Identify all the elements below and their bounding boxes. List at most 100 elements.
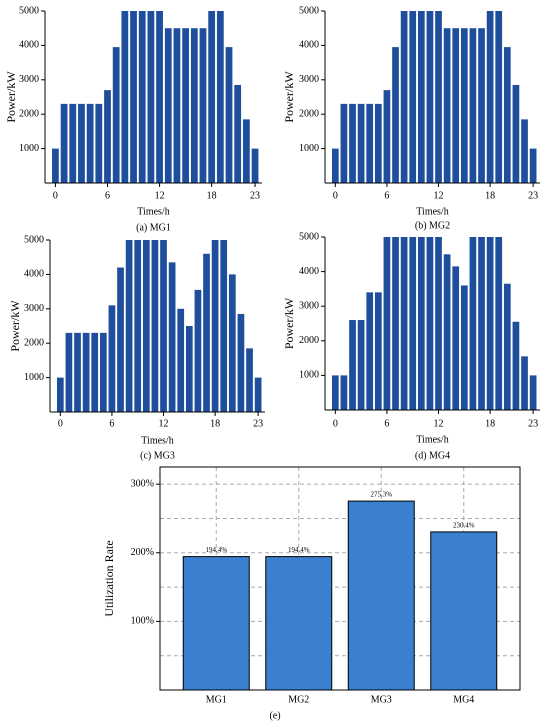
- y-axis-label: Power/kW: [8, 300, 22, 352]
- bar: [168, 262, 176, 412]
- bar: [78, 103, 85, 183]
- x-tick-label: 18: [207, 190, 217, 201]
- y-axis-label: Power/kW: [282, 297, 296, 349]
- y-axis-label: Power/kW: [4, 71, 18, 123]
- bar: [426, 237, 434, 410]
- bar: [392, 47, 399, 184]
- bar: [86, 103, 94, 183]
- x-tick-label: 0: [333, 418, 338, 429]
- bar: [151, 240, 159, 412]
- bar: [185, 326, 193, 412]
- value-label: 194.4%: [288, 546, 310, 554]
- y-tick-label: 5000: [299, 231, 319, 242]
- y-tick-label: 2000: [24, 337, 44, 348]
- bar: [194, 289, 202, 412]
- plot-frame: [159, 466, 521, 691]
- x-axis-label: Times/h: [137, 206, 169, 217]
- y-tick-label: 3000: [299, 300, 319, 311]
- bar: [82, 332, 90, 412]
- x-axis-label: Times/h: [416, 434, 448, 445]
- bar: [216, 11, 224, 183]
- x-tick-label: 6: [384, 190, 389, 201]
- bar: [478, 28, 485, 184]
- bar: [208, 11, 216, 183]
- bar: [469, 28, 477, 184]
- x-tick-label: MG3: [371, 694, 392, 705]
- bar: [409, 11, 417, 183]
- bar: [512, 321, 520, 410]
- bar: [392, 237, 399, 410]
- x-tick-label: MG4: [453, 694, 474, 705]
- bar: [409, 237, 417, 410]
- y-tick-label: 3000: [24, 303, 44, 314]
- caption: (e): [269, 710, 280, 721]
- bar: [108, 305, 116, 412]
- bar: [435, 237, 442, 410]
- bar: [426, 11, 434, 183]
- x-axis-label: Times/h: [416, 206, 448, 217]
- bar: [331, 148, 339, 183]
- bar: [138, 11, 146, 183]
- bar: [142, 240, 150, 412]
- bar: [357, 103, 365, 183]
- bar: [164, 28, 172, 184]
- y-tick-label: 4000: [299, 40, 319, 51]
- bar: [99, 332, 107, 412]
- bar: [478, 237, 485, 410]
- bar: [460, 28, 468, 184]
- bar: [228, 274, 236, 412]
- bar: [104, 90, 111, 183]
- value-label: 275.3%: [370, 491, 392, 499]
- bar: [160, 240, 167, 412]
- bar: [91, 332, 99, 412]
- value-label: 194.4%: [205, 546, 227, 554]
- x-tick-label: 6: [384, 418, 389, 429]
- x-tick-label: 23: [250, 190, 260, 201]
- x-tick-label: 6: [105, 190, 110, 201]
- y-tick-label: 5000: [19, 5, 39, 16]
- bar: [495, 237, 503, 410]
- bar: [117, 267, 124, 412]
- y-tick-label: 300%: [131, 478, 154, 489]
- bar: [347, 500, 415, 691]
- bar: [417, 11, 425, 183]
- bar: [383, 237, 391, 410]
- bar: [503, 283, 511, 410]
- bar: [234, 84, 242, 183]
- bar: [366, 292, 374, 410]
- x-tick-label: 12: [155, 190, 165, 201]
- bar: [366, 103, 374, 183]
- x-tick-label: 23: [253, 418, 263, 429]
- x-tick-label: 0: [58, 418, 63, 429]
- y-tick-label: 4000: [24, 269, 44, 280]
- x-tick-label: 0: [333, 190, 338, 201]
- bar: [203, 253, 210, 412]
- y-tick-label: 2000: [299, 335, 319, 346]
- x-tick-label: 6: [109, 418, 114, 429]
- bar: [173, 28, 181, 184]
- bar: [177, 308, 185, 412]
- bar: [374, 103, 382, 183]
- bar: [237, 313, 245, 412]
- x-tick-label: MG1: [206, 694, 227, 705]
- bar: [69, 103, 77, 183]
- bar: [529, 148, 537, 183]
- x-tick-label: 12: [434, 418, 444, 429]
- y-tick-label: 200%: [131, 547, 154, 558]
- bar: [74, 332, 81, 412]
- bar: [112, 47, 120, 184]
- y-axis-label: Power/kW: [282, 71, 296, 123]
- bar: [251, 148, 259, 183]
- bar: [374, 292, 382, 410]
- bar: [52, 148, 59, 183]
- bar: [435, 11, 442, 183]
- x-tick-label: 12: [159, 418, 169, 429]
- bar: [190, 28, 198, 184]
- bar: [246, 348, 253, 412]
- bar: [486, 11, 494, 183]
- bar: [156, 11, 163, 183]
- caption: (d) MG4: [415, 450, 450, 461]
- y-tick-label: 3000: [299, 74, 319, 85]
- y-tick-label: 1000: [24, 372, 44, 383]
